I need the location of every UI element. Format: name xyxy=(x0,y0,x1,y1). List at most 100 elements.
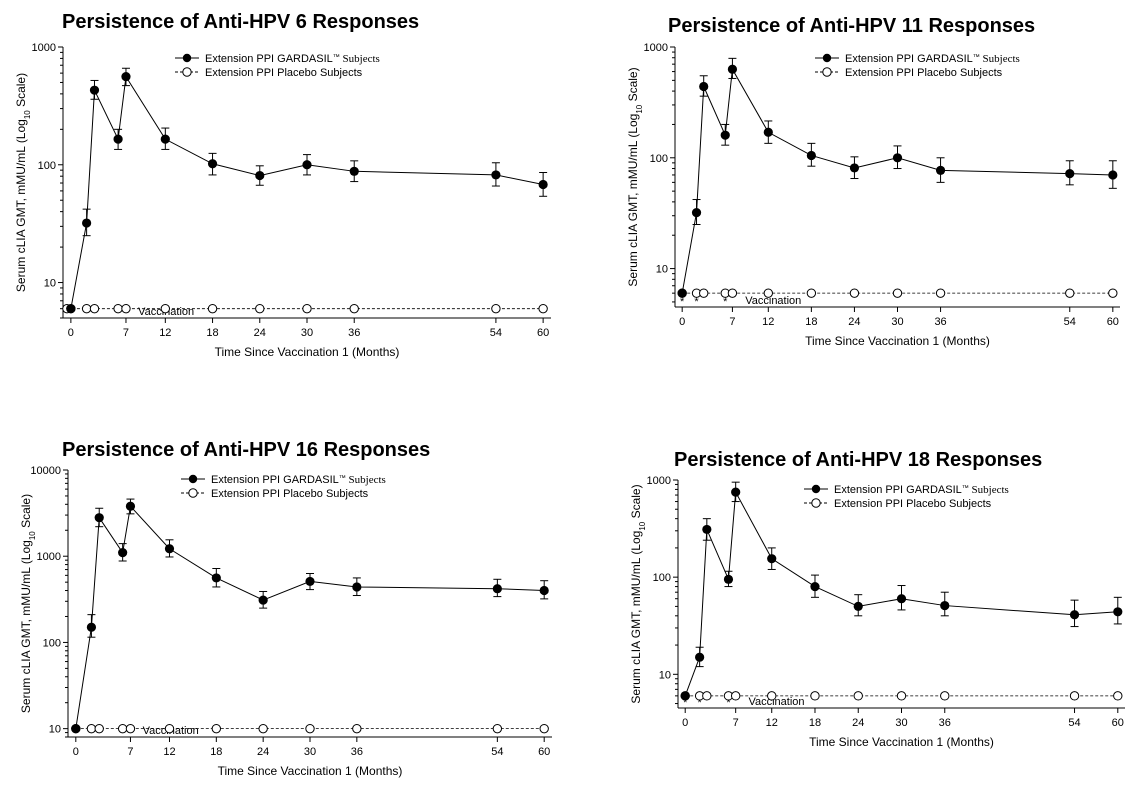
data-point-gardasil xyxy=(1108,170,1118,180)
data-point-gardasil xyxy=(940,600,950,611)
x-tick-label: 30 xyxy=(891,316,903,328)
data-point-placebo xyxy=(892,288,903,298)
x-tick-label: 0 xyxy=(73,746,79,758)
legend-marker-placebo xyxy=(188,488,198,498)
data-point-gardasil xyxy=(806,150,816,161)
data-point-gardasil xyxy=(767,554,777,564)
data-point-gardasil xyxy=(302,160,312,170)
data-point-placebo xyxy=(86,723,97,734)
data-point-placebo xyxy=(849,288,860,298)
x-tick-label: 30 xyxy=(304,746,316,758)
data-point-gardasil xyxy=(720,130,730,140)
y-tick-label: 10 xyxy=(659,669,671,681)
y-tick-label: 10 xyxy=(49,724,61,736)
x-tick-label: 12 xyxy=(762,316,774,328)
legend-label-gardasil: Extension PPI GARDASIL™ Subjects xyxy=(211,474,386,486)
y-tick-label: 10 xyxy=(44,278,56,290)
data-point-gardasil xyxy=(1113,607,1123,617)
data-point-gardasil xyxy=(763,127,773,137)
data-point-placebo xyxy=(1108,288,1118,298)
data-point-placebo xyxy=(349,303,359,314)
series-line-gardasil xyxy=(70,75,544,309)
data-point-placebo xyxy=(810,691,820,701)
data-point-placebo xyxy=(806,288,817,298)
x-tick-label: 7 xyxy=(733,717,739,729)
x-tick-label: 0 xyxy=(682,717,688,729)
data-point-placebo xyxy=(730,691,741,701)
data-point-placebo xyxy=(255,303,265,314)
data-point-placebo xyxy=(125,723,136,734)
data-point-placebo xyxy=(94,723,104,734)
chart-svg: Persistence of Anti-HPV 11 Responses 10 10… xyxy=(626,15,1120,348)
y-tick-label: 100 xyxy=(653,572,671,584)
data-point-gardasil xyxy=(935,165,946,175)
data-point-placebo xyxy=(767,691,777,701)
x-tick-label: 36 xyxy=(348,327,360,339)
x-tick-label: 7 xyxy=(127,746,133,758)
data-point-gardasil xyxy=(160,134,170,144)
legend-marker-gardasil xyxy=(182,53,192,63)
data-point-placebo xyxy=(258,723,268,734)
x-tick-label: 36 xyxy=(939,717,951,729)
data-point-gardasil xyxy=(255,170,265,181)
x-tick-label: 24 xyxy=(848,316,860,328)
x-tick-label: 60 xyxy=(1107,316,1119,328)
chart-title: Persistence of Anti-HPV 6 Responses xyxy=(62,11,419,33)
data-point-gardasil xyxy=(491,170,501,180)
data-point-placebo xyxy=(352,723,362,734)
series-line-gardasil xyxy=(681,67,1113,294)
data-point-gardasil xyxy=(94,513,104,523)
y-tick-label: 100 xyxy=(650,153,668,165)
data-point-placebo xyxy=(935,288,946,298)
y-axis-label: Serum cLIA GMT, mMU/mL (Log10 Scale) xyxy=(14,73,32,292)
data-point-placebo xyxy=(491,303,501,314)
x-tick-label: 30 xyxy=(301,327,313,339)
data-point-gardasil xyxy=(89,85,100,95)
data-point-gardasil xyxy=(849,163,860,173)
x-tick-label: 0 xyxy=(68,327,74,339)
x-tick-label: 7 xyxy=(729,316,735,328)
data-point-gardasil xyxy=(71,724,81,734)
data-point-placebo xyxy=(302,303,312,314)
x-tick-label: 60 xyxy=(538,746,550,758)
y-tick-label: 100 xyxy=(38,160,56,172)
data-point-placebo xyxy=(81,303,92,314)
legend-marker-gardasil xyxy=(188,474,198,484)
data-point-placebo xyxy=(727,288,738,298)
x-tick-label: 12 xyxy=(766,717,778,729)
x-axis-label: Time Since Vaccination 1 (Months) xyxy=(215,345,400,359)
vaccination-marker: * xyxy=(723,296,728,308)
data-point-gardasil xyxy=(164,544,175,554)
legend-label-placebo: Extension PPI Placebo Subjects xyxy=(205,67,363,79)
y-tick-label: 1000 xyxy=(647,475,671,487)
data-point-placebo xyxy=(1113,691,1123,701)
data-point-placebo xyxy=(121,303,131,314)
y-tick-label: 1000 xyxy=(644,42,668,54)
data-point-placebo xyxy=(164,723,175,734)
data-point-gardasil xyxy=(349,166,359,176)
data-point-gardasil xyxy=(896,594,907,604)
chart-title: Persistence of Anti-HPV 18 Responses xyxy=(674,449,1042,471)
data-point-placebo xyxy=(492,723,503,734)
data-point-placebo xyxy=(702,691,712,701)
data-point-gardasil xyxy=(731,487,741,497)
x-tick-label: 36 xyxy=(351,746,363,758)
data-point-gardasil xyxy=(113,134,123,144)
chart-title: Persistence of Anti-HPV 16 Responses xyxy=(62,439,430,461)
data-point-gardasil xyxy=(118,548,128,558)
y-tick-label: 10000 xyxy=(30,465,61,477)
data-point-placebo xyxy=(940,691,950,701)
y-tick-label: 1000 xyxy=(32,42,56,54)
x-tick-label: 7 xyxy=(123,327,129,339)
vaccination-label: Vaccination xyxy=(748,696,804,708)
data-point-gardasil xyxy=(1069,610,1080,620)
x-tick-label: 30 xyxy=(895,717,907,729)
data-point-gardasil xyxy=(66,304,76,314)
data-point-placebo xyxy=(763,288,774,298)
x-tick-label: 36 xyxy=(934,316,946,328)
data-point-gardasil xyxy=(305,576,315,587)
x-tick-label: 18 xyxy=(210,746,222,758)
x-tick-label: 54 xyxy=(491,746,503,758)
data-point-placebo xyxy=(1069,691,1080,701)
x-tick-label: 12 xyxy=(163,746,175,758)
